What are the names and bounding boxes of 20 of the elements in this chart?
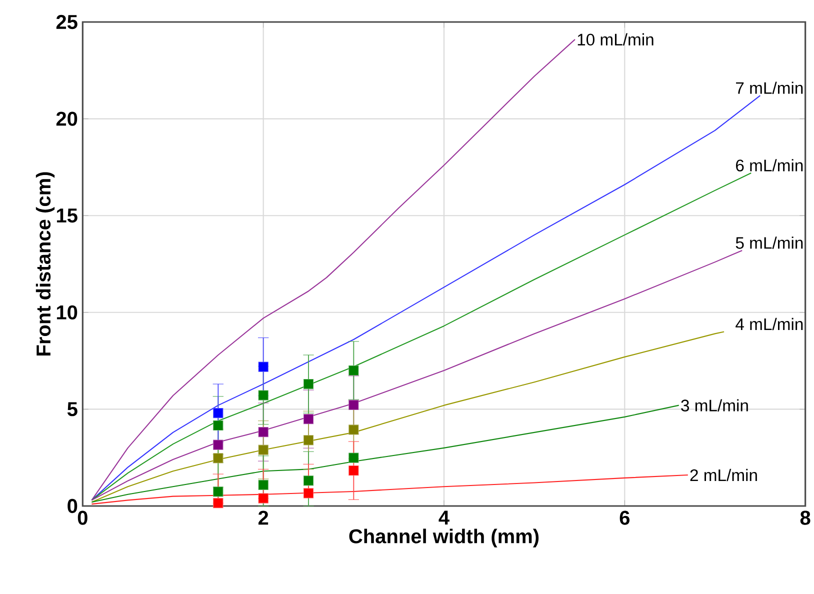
series-label: 4 mL/min <box>736 318 803 330</box>
x-tick-label: 0 <box>78 510 88 525</box>
y-tick-label: 25 <box>56 14 78 30</box>
y-tick-label: 15 <box>56 208 78 223</box>
series-label: 5 mL/min <box>736 236 803 249</box>
y-tick-label: 0 <box>68 498 78 514</box>
x-tick-label: 4 <box>438 510 450 524</box>
y-tick-label: 20 <box>56 112 78 126</box>
series-label: 3 mL/min <box>681 399 748 412</box>
series-label: 10 mL/min <box>578 33 654 46</box>
y-tick-label: 10 <box>56 305 78 320</box>
x-tick-label: 2 <box>258 510 268 525</box>
y-axis-title: Front distance (cm) <box>36 172 55 356</box>
series-label: 6 mL/min <box>736 159 803 172</box>
series-label: 2 mL/min <box>690 468 757 482</box>
y-tick-label: 5 <box>67 402 78 416</box>
series-label: 7 mL/min <box>736 82 803 94</box>
x-tick-label: 6 <box>620 510 630 525</box>
x-tick-label: 8 <box>800 510 810 525</box>
x-axis-title: Channel width (mm) <box>349 528 539 548</box>
